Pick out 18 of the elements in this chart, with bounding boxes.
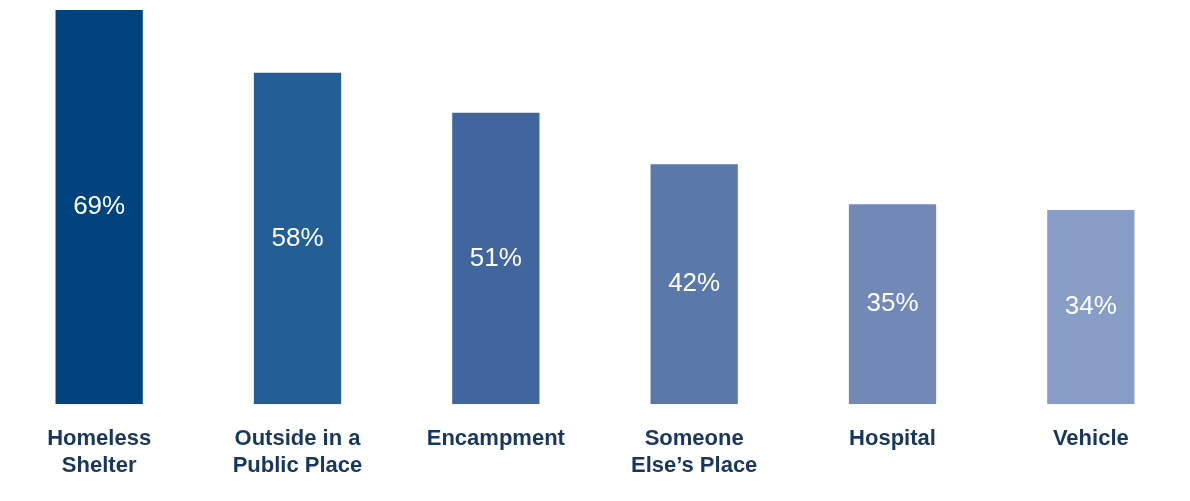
x-tick-label: Encampment — [426, 425, 566, 451]
x-tick-label: Outside in a Public Place — [232, 425, 363, 477]
data-label: 42% — [668, 267, 721, 298]
bar — [452, 112, 540, 405]
data-label: 51% — [469, 241, 522, 272]
data-label: 58% — [271, 221, 324, 252]
x-tick-label: Hospital — [849, 425, 936, 451]
x-tick-label: Vehicle — [1052, 425, 1129, 451]
x-tick-label: Homeless Shelter — [47, 425, 152, 477]
data-label: 35% — [866, 287, 919, 318]
bar — [55, 10, 143, 405]
data-label: 34% — [1064, 290, 1117, 321]
bar — [650, 164, 738, 405]
bar — [1047, 209, 1135, 405]
bar — [253, 72, 342, 405]
x-tick-label: Someone Else’s Place — [630, 425, 758, 477]
data-label: 69% — [73, 190, 126, 221]
bar — [848, 204, 937, 405]
